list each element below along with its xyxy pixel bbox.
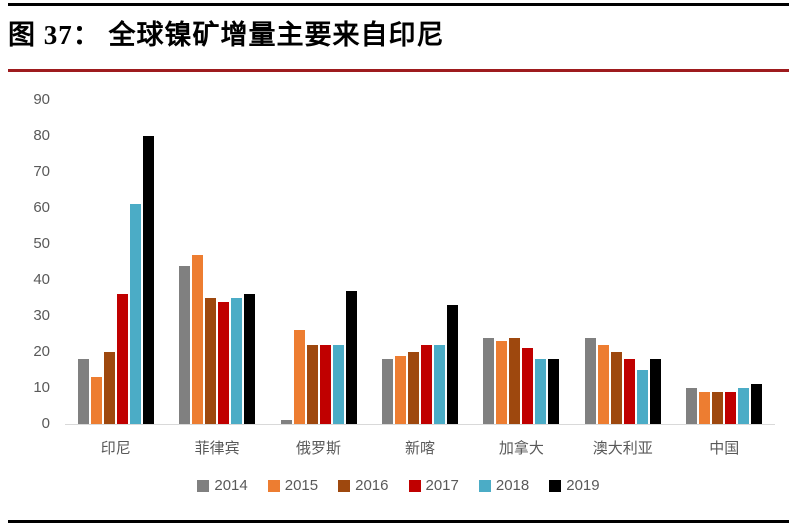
bar-2016	[712, 391, 724, 424]
bar-2018	[738, 388, 750, 424]
legend-label: 2015	[284, 477, 319, 494]
bar-2014	[483, 337, 495, 424]
bar-2014	[77, 359, 89, 424]
bar-2018	[332, 344, 344, 424]
bar-2019	[548, 359, 560, 424]
legend-item-2018: 2018	[478, 477, 530, 494]
bar-2017	[522, 348, 534, 424]
legend-label: 2017	[425, 477, 459, 494]
bar-2016	[509, 337, 521, 424]
legend-item-2019: 2019	[549, 477, 600, 494]
bar-group-6	[584, 100, 661, 424]
bar-2019	[649, 359, 661, 424]
legend-item-2014: 2014	[197, 477, 248, 494]
y-tick-label: 50	[33, 235, 50, 252]
bar-2015	[90, 377, 102, 424]
bar-2014	[686, 388, 698, 424]
bar-2016	[610, 352, 622, 424]
x-category-label-4: 新喀	[404, 440, 435, 457]
legend-label: 2014	[214, 477, 248, 494]
y-tick-label: 0	[41, 415, 50, 432]
bar-2017	[420, 344, 432, 424]
chart-legend: 2014 2015 2016 2017 2018 2019	[0, 477, 797, 494]
figure-title: 图 37： 全球镍矿增量主要来自印尼	[8, 20, 445, 50]
bar-2017	[319, 344, 331, 424]
legend-swatch-icon	[478, 479, 491, 492]
bar-group-3	[280, 100, 357, 424]
bar-2014	[280, 420, 292, 424]
legend-label: 2016	[355, 477, 389, 494]
bar-2018	[636, 370, 648, 424]
x-category-label-2: 菲律宾	[194, 440, 240, 457]
bar-2015	[192, 254, 204, 424]
legend-swatch-icon	[408, 479, 421, 492]
bar-group-4	[381, 100, 458, 424]
top-divider-line	[8, 3, 789, 6]
x-category-label-5: 加拿大	[498, 440, 544, 457]
bar-2017	[623, 359, 635, 424]
x-category-label-7: 中国	[709, 440, 740, 457]
x-category-label-3: 俄罗斯	[296, 440, 342, 457]
bar-2017	[116, 294, 128, 424]
bar-2014	[179, 265, 191, 424]
bar-2014	[381, 359, 393, 424]
bar-2015	[394, 355, 406, 424]
bar-2017	[725, 391, 737, 424]
plot-area	[65, 100, 775, 425]
x-category-label-1: 印尼	[100, 440, 131, 457]
bar-group-5	[483, 100, 560, 424]
legend-swatch-icon	[197, 479, 210, 492]
bar-2018	[129, 204, 141, 424]
legend-swatch-icon	[267, 479, 280, 492]
y-tick-label: 70	[33, 163, 50, 180]
legend-label: 2019	[566, 477, 600, 494]
bar-2016	[205, 298, 217, 424]
bar-group-2	[179, 100, 256, 424]
legend-swatch-icon	[549, 479, 562, 492]
bar-2018	[433, 344, 445, 424]
y-tick-label: 80	[33, 127, 50, 144]
bar-2015	[699, 391, 711, 424]
bar-2015	[496, 341, 508, 424]
bar-2015	[597, 344, 609, 424]
legend-item-2015: 2015	[267, 477, 319, 494]
bar-2019	[244, 294, 256, 424]
bar-2019	[142, 136, 154, 424]
x-category-label-6: 澳大利亚	[592, 440, 653, 457]
bar-2015	[293, 330, 305, 424]
bottom-divider-line	[8, 520, 789, 523]
bar-2014	[584, 337, 596, 424]
bar-2016	[103, 352, 115, 424]
bar-2019	[751, 384, 763, 424]
bar-2019	[345, 290, 357, 424]
legend-label: 2018	[495, 477, 530, 494]
legend-swatch-icon	[338, 479, 351, 492]
bar-group-7	[686, 100, 763, 424]
title-accent-line	[8, 69, 789, 72]
y-axis: 0 10 20 30 40 50 60 70 80 90	[0, 91, 50, 432]
y-tick-label: 40	[33, 271, 50, 288]
bar-2016	[407, 352, 419, 424]
x-axis-labels: 印尼 菲律宾 俄罗斯 新喀 加拿大 澳大利亚 中国	[65, 437, 775, 458]
y-tick-label: 60	[33, 199, 50, 216]
legend-item-2016: 2016	[338, 477, 389, 494]
y-tick-label: 20	[33, 343, 50, 360]
y-tick-label: 90	[33, 91, 50, 108]
legend-item-2017: 2017	[408, 477, 459, 494]
y-tick-label: 30	[33, 307, 50, 324]
bar-2016	[306, 344, 318, 424]
y-tick-label: 10	[33, 379, 50, 396]
bar-group-1	[77, 100, 154, 424]
bar-2017	[218, 301, 230, 424]
bar-2018	[535, 359, 547, 424]
bar-2019	[446, 305, 458, 424]
bar-2018	[231, 298, 243, 424]
